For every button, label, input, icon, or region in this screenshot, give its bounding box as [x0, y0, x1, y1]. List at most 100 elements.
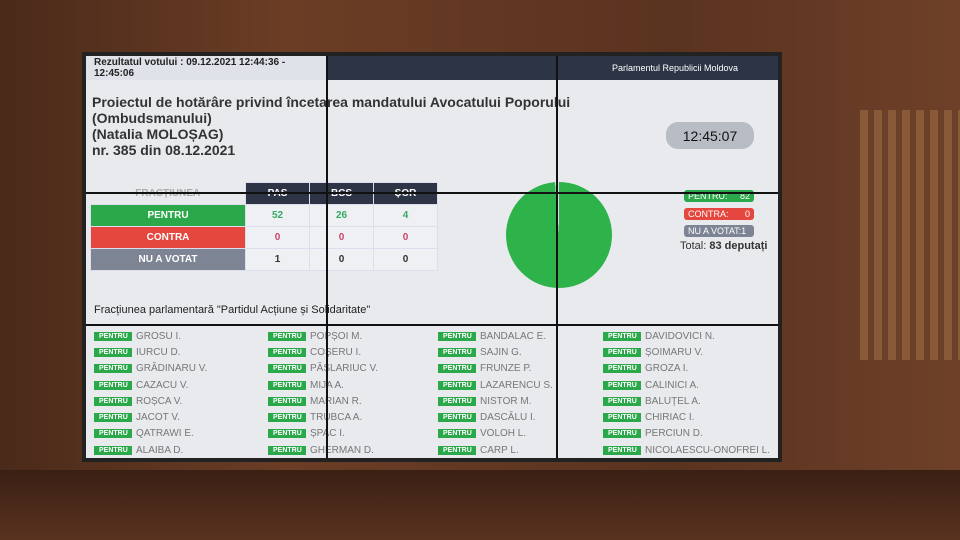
vote-badge: PENTRU	[94, 413, 132, 423]
deputy-name: PĂSLARIUC V.	[310, 363, 378, 375]
list-item: PENTRU NISTOR M.	[438, 393, 553, 409]
list-item: PENTRU MIJA A.	[268, 377, 378, 393]
list-item: PENTRU CARP L.	[438, 442, 553, 458]
deputy-name: FRUNZE P.	[480, 363, 532, 375]
row-label: NU A VOTAT	[90, 248, 246, 271]
vote-badge: PENTRU	[94, 429, 132, 439]
list-item: PENTRU PĂSLARIUC V.	[268, 361, 378, 377]
wall-panel	[860, 110, 960, 360]
list-item: PENTRU CALINICI A.	[603, 377, 770, 393]
screen-seam	[326, 56, 328, 458]
vote-badge: PENTRU	[94, 380, 132, 390]
deputy-name: COȘERU I.	[310, 346, 362, 358]
deputy-name: CHIRIAC I.	[645, 412, 695, 424]
list-item: PENTRU ROȘCA V.	[94, 393, 207, 409]
deputy-name: MARIAN R.	[310, 395, 362, 407]
deputy-name: TRUBCA A.	[310, 412, 363, 424]
deputy-name: DASCĂLU I.	[480, 412, 536, 424]
vote-badge: PENTRU	[268, 413, 306, 423]
title-line: (Ombudsmanului)	[92, 110, 212, 126]
title-line: (Natalia MOLOȘAG)	[92, 126, 224, 142]
deputy-name: ȘOIMARU V.	[645, 346, 703, 358]
list-item: PENTRU GHERMAN D.	[268, 442, 378, 458]
list-item: PENTRU PERCIUN D.	[603, 426, 770, 442]
vote-badge: PENTRU	[438, 429, 476, 439]
cell: 52	[245, 204, 310, 227]
vote-result-time: Rezultatul votului : 09.12.2021 12:44:36…	[86, 56, 326, 80]
vote-badge: PENTRU	[268, 364, 306, 374]
vote-badge: PENTRU	[94, 331, 132, 341]
vote-badge: PENTRU	[603, 380, 641, 390]
deputy-name: NICOLAESCU-ONOFREI L.	[645, 444, 771, 456]
total: Total: 83 deputați	[680, 240, 767, 252]
institution-name: Parlamentul Republicii Moldova	[611, 63, 738, 73]
deputy-name: VOLOH L.	[480, 428, 527, 440]
row-label: PENTRU	[90, 204, 246, 227]
deputy-name: CALINICI A.	[645, 379, 699, 391]
list-item: PENTRU TRUBCA A.	[268, 409, 378, 425]
vote-badge: PENTRU	[438, 396, 476, 406]
vote-badge: PENTRU	[438, 445, 476, 455]
deputies-column: PENTRU BANDALAC E. PENTRU SAJIN G. PENTRU FRU…	[438, 328, 553, 458]
list-item: PENTRU GRĂDINARU V.	[94, 361, 207, 377]
list-item: PENTRU ȘOIMARU V.	[603, 344, 770, 360]
deputy-name: SAJIN G.	[480, 346, 522, 358]
legend-nu-a-votat: NU A VOTAT:1	[684, 225, 754, 237]
vote-badge: PENTRU	[438, 331, 476, 341]
row-label: CONTRA	[90, 226, 246, 249]
vote-badge: PENTRU	[268, 445, 306, 455]
cell: 4	[373, 204, 438, 227]
title-line: Proiectul de hotărâre privind încetarea …	[92, 94, 571, 110]
deputy-name: CAZACU V.	[136, 379, 189, 391]
list-item: PENTRU QATRAWI E.	[94, 426, 207, 442]
list-item: PENTRU POPȘOI M.	[268, 328, 378, 344]
vote-badge: PENTRU	[438, 380, 476, 390]
list-item: PENTRU IURCU D.	[94, 344, 207, 360]
deputies-column: PENTRU DAVIDOVICI N. PENTRU ȘOIMARU V. PENTR…	[603, 328, 770, 458]
vote-badge: PENTRU	[268, 380, 306, 390]
vote-badge: PENTRU	[603, 347, 641, 357]
vote-badge: PENTRU	[268, 347, 306, 357]
deputy-name: PERCIUN D.	[645, 428, 703, 440]
screen-seam	[86, 192, 778, 194]
bill-title: Proiectul de hotărâre privind încetarea …	[92, 94, 570, 158]
deputies-column: PENTRU POPȘOI M. PENTRU COȘERU I. PENTRU PĂSL…	[268, 328, 378, 458]
list-item: PENTRU CHIRIAC I.	[603, 409, 770, 425]
total-value: 83 deputați	[709, 240, 768, 252]
screen-seam	[86, 324, 778, 326]
deputies-column: PENTRU GROSU I. PENTRU IURCU D. PENTRU GRĂDIN…	[94, 328, 207, 458]
cell: 0	[245, 226, 310, 249]
vote-badge: PENTRU	[268, 429, 306, 439]
cell: 26	[309, 204, 374, 227]
list-item: PENTRU JACOT V.	[94, 409, 207, 425]
list-item: PENTRU COȘERU I.	[268, 344, 378, 360]
deputy-name: GROSU I.	[136, 330, 182, 342]
list-item: PENTRU SAJIN G.	[438, 344, 553, 360]
cell: 0	[309, 248, 374, 271]
list-item: PENTRU BALUȚEL A.	[603, 393, 770, 409]
legend-value: 82	[739, 191, 750, 201]
list-item: PENTRU NICOLAESCU-ONOFREI L.	[603, 442, 770, 458]
vote-badge: PENTRU	[603, 429, 641, 439]
deputy-name: GRĂDINARU V.	[136, 363, 208, 375]
list-item: PENTRU MARIAN R.	[268, 393, 378, 409]
deputy-name: NISTOR M.	[480, 395, 532, 407]
list-item: PENTRU ȘPAC I.	[268, 426, 378, 442]
list-item: PENTRU FRUNZE P.	[438, 361, 553, 377]
fraction-title: Fracțiunea parlamentară "Partidul Acțiun…	[94, 304, 371, 316]
table-row: PENTRU 52 26 4	[90, 204, 438, 227]
cell: 0	[309, 226, 374, 249]
vote-badge: PENTRU	[438, 413, 476, 423]
vote-badge: PENTRU	[603, 396, 641, 406]
legend-label: PENTRU:	[688, 191, 728, 201]
deputy-name: POPȘOI M.	[310, 330, 363, 342]
vote-badge: PENTRU	[603, 413, 641, 423]
list-item: PENTRU DAVIDOVICI N.	[603, 328, 770, 344]
voting-display: Rezultatul votului : 09.12.2021 12:44:36…	[82, 52, 782, 462]
list-item: PENTRU LAZARENCU S.	[438, 377, 553, 393]
deputy-name: GROZA I.	[645, 363, 689, 375]
deputy-name: GHERMAN D.	[310, 444, 374, 456]
deputy-name: JACOT V.	[136, 412, 180, 424]
